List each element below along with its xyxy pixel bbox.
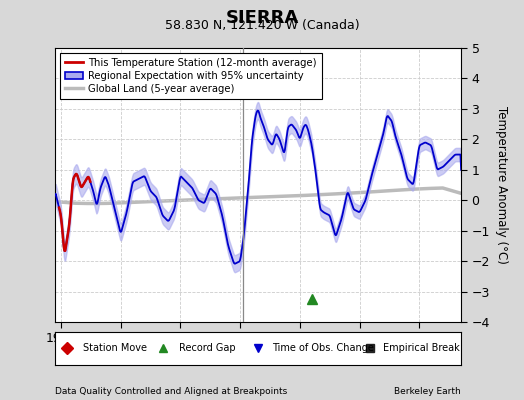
Text: Berkeley Earth: Berkeley Earth (395, 387, 461, 396)
Y-axis label: Temperature Anomaly (°C): Temperature Anomaly (°C) (496, 106, 508, 264)
Text: Data Quality Controlled and Aligned at Breakpoints: Data Quality Controlled and Aligned at B… (55, 387, 287, 396)
Text: Record Gap: Record Gap (179, 343, 235, 354)
Text: SIERRA: SIERRA (225, 9, 299, 27)
Text: Empirical Break: Empirical Break (383, 343, 460, 354)
Text: Time of Obs. Change: Time of Obs. Change (272, 343, 374, 354)
Text: 58.830 N, 121.420 W (Canada): 58.830 N, 121.420 W (Canada) (165, 19, 359, 32)
Legend: This Temperature Station (12-month average), Regional Expectation with 95% uncer: This Temperature Station (12-month avera… (60, 53, 322, 99)
Text: Station Move: Station Move (83, 343, 147, 354)
